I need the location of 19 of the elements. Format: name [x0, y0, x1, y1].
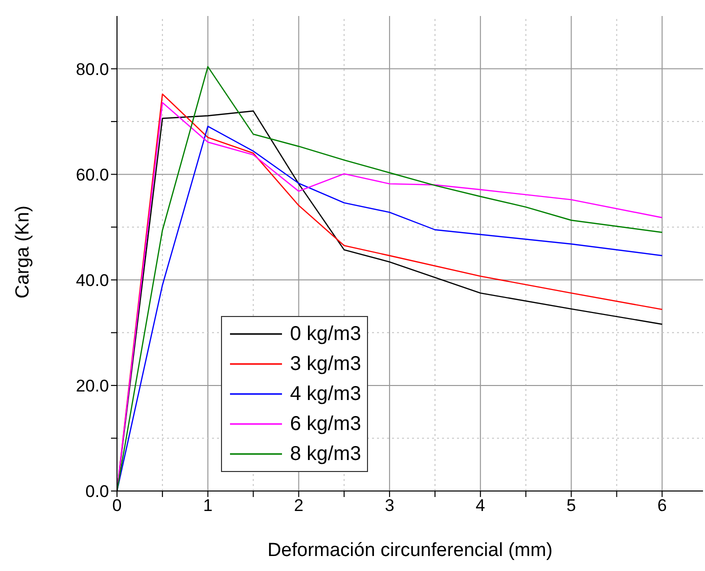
- x-tick-label: 4: [476, 496, 486, 516]
- y-tick-label: 80.0: [76, 60, 109, 79]
- y-tick-label: 0.0: [85, 482, 109, 502]
- x-tick-label: 2: [294, 496, 304, 516]
- x-tick-label: 0: [112, 496, 122, 516]
- y-tick-label: 60.0: [76, 165, 109, 184]
- y-axis-title: Carga (Kn): [12, 206, 34, 298]
- x-axis-title: Deformación circunferencial (mm): [267, 540, 553, 561]
- y-tick-label: 20.0: [76, 376, 109, 396]
- legend-label: 4 kg/m3: [290, 382, 362, 406]
- x-tick-label: 6: [657, 496, 667, 516]
- x-tick-label: 5: [566, 496, 576, 516]
- legend-label: 3 kg/m3: [290, 352, 362, 376]
- x-tick-label: 1: [203, 496, 213, 516]
- y-tick-label: 40.0: [76, 270, 109, 290]
- legend-label: 6 kg/m3: [290, 412, 362, 436]
- x-tick-label: 3: [384, 496, 394, 516]
- legend-label: 0 kg/m3: [290, 322, 362, 346]
- legend-label: 8 kg/m3: [290, 442, 362, 466]
